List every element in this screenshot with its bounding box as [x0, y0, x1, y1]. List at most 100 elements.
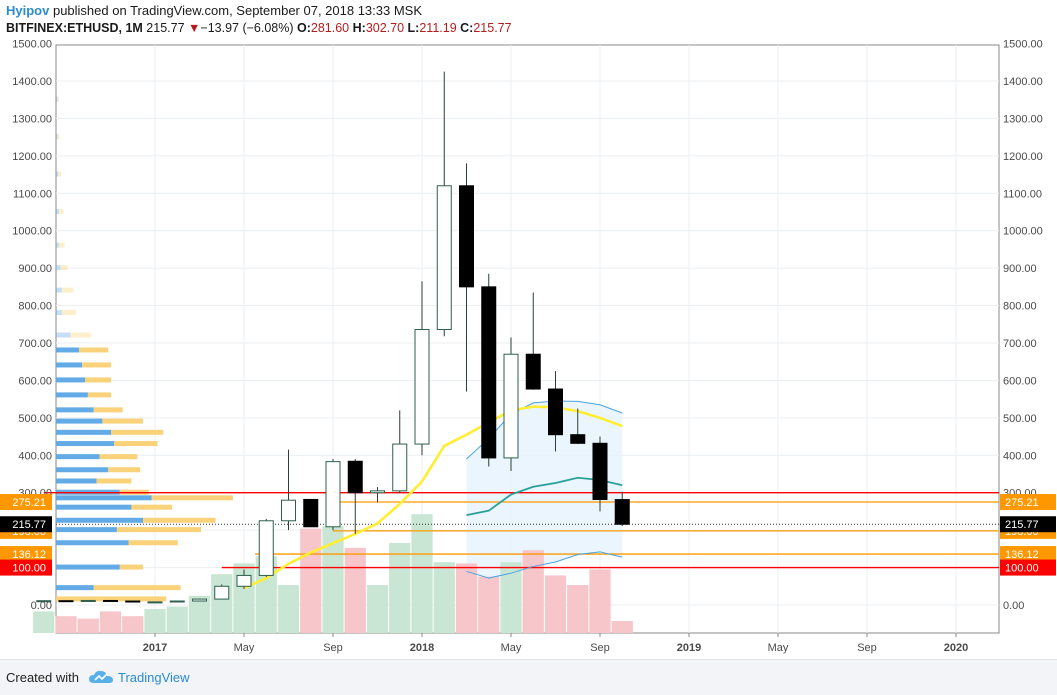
low-label: L: [407, 21, 420, 35]
candle-body [303, 498, 319, 528]
volume-profile-bar-buy [56, 265, 61, 271]
level-price-tag-left-bg [0, 559, 52, 576]
down-arrow-icon: ▼ [188, 21, 201, 35]
last-price-tag: 215.77 [1005, 519, 1039, 531]
symbol-name: BITFINEX:ETHUSD, 1M [6, 21, 143, 35]
volume-bar [77, 618, 99, 633]
candle-body [80, 599, 96, 602]
volume-profile-bar-sell [58, 208, 64, 214]
volume-profile-bar-sell [60, 265, 68, 271]
author-link[interactable]: Hyipov [6, 3, 50, 18]
candle-body [36, 600, 52, 603]
y-tick-label-right: 800.00 [1003, 301, 1037, 313]
candle-body [258, 520, 274, 576]
volume-profile-bar-sell [96, 478, 132, 484]
candle-body [192, 598, 207, 602]
volume-profile-bar-sell [57, 134, 60, 140]
volume-bar [411, 514, 433, 633]
volume-profile-bar-buy [56, 540, 129, 546]
volume-profile-bar-buy [56, 407, 94, 413]
volume-bar [277, 585, 300, 633]
level-price-tag-bg [1000, 559, 1056, 576]
candle-body [325, 461, 341, 528]
last-price-tag-bg [1000, 516, 1056, 533]
y-tick-label-right: 400.00 [1003, 450, 1037, 462]
volume-bar [188, 595, 211, 633]
volume-bar [300, 528, 322, 633]
volume-profile-bar-sell [119, 564, 143, 570]
volume-profile-bar-buy [56, 454, 100, 460]
volume-profile-bar-sell [58, 242, 65, 248]
y-tick-label-right: 600.00 [1003, 375, 1037, 387]
candle-body [347, 460, 363, 494]
volume-profile-bar-buy [56, 564, 120, 570]
volume-profile-bar-buy [56, 362, 83, 368]
publish-info: Hyipov published on TradingView.com, Sep… [6, 3, 422, 18]
low-value: 211.19 [419, 21, 457, 35]
volume-bar [166, 606, 188, 633]
y-tick-label-left: 1200.00 [12, 151, 52, 163]
y-tick-label-left: 700.00 [18, 338, 52, 350]
volume-profile-bar-buy [56, 171, 59, 177]
volume-bar [322, 526, 344, 633]
x-tick-label: 2020 [944, 642, 968, 654]
price-chart[interactable]: 0.000.00100.00100.00200.00200.00300.0030… [0, 0, 1057, 659]
y-tick-label-right: 1500.00 [1003, 39, 1043, 51]
level-price-tag-left: 275.21 [12, 497, 46, 509]
volume-profile-bar-sell [108, 467, 141, 473]
x-tick-label: 2019 [677, 642, 701, 654]
high-label: H: [352, 21, 366, 35]
last-price-tag-left-bg [0, 516, 52, 533]
volume-profile-bar-buy [56, 418, 103, 424]
volume-profile-bar-sell [57, 96, 59, 102]
x-tick-label: May [234, 642, 255, 654]
y-tick-label-left: 900.00 [18, 263, 52, 275]
y-tick-label-right: 500.00 [1003, 413, 1037, 425]
candle-body [525, 353, 541, 390]
candle-body [58, 600, 74, 603]
candle-body [392, 443, 408, 492]
volume-profile-bar-sell [151, 495, 233, 501]
volume-bar [144, 609, 166, 633]
volume-profile-bar-sell [99, 454, 138, 460]
candle-body [459, 185, 474, 288]
volume-bar [522, 550, 544, 633]
close-label: C: [460, 21, 474, 35]
x-tick-label: 2018 [410, 642, 434, 654]
volume-bar [567, 585, 589, 633]
level-price-tag-left: 136.12 [12, 549, 46, 561]
candle-body [592, 442, 608, 500]
candle-body [125, 600, 141, 603]
volume-profile-bar-sell [111, 429, 164, 435]
volume-bar [455, 563, 478, 633]
candle-body [214, 585, 230, 600]
band-lower-line [466, 551, 623, 579]
y-tick-label-left: 800.00 [18, 301, 52, 313]
volume-profile-bar-sell [85, 377, 112, 383]
volume-profile-bar-sell [87, 392, 112, 398]
volume-bar [500, 562, 522, 633]
volume-profile-bar-sell [79, 347, 109, 353]
volume-profile-bar-sell [56, 596, 167, 602]
y-tick-label-left: 1000.00 [12, 226, 52, 238]
open-label: O: [297, 21, 311, 35]
cloud-logo-icon [89, 670, 113, 683]
y-tick-label-left: 500.00 [18, 413, 52, 425]
volume-bar [366, 585, 389, 633]
volume-bar [389, 543, 411, 633]
volume-profile-bar-buy [56, 134, 58, 140]
x-tick-label: May [768, 642, 789, 654]
level-price-tag: 136.12 [1005, 549, 1039, 561]
level-price-tag-bg [1000, 493, 1056, 510]
volume-profile-bar-sell [93, 585, 181, 591]
y-tick-label-right: 700.00 [1003, 338, 1037, 350]
y-tick-label-right: 0.00 [1003, 600, 1024, 612]
volume-profile-bar-sell [70, 332, 91, 338]
volume-profile-bar-buy [56, 242, 59, 248]
level-price-tag-left-bg [0, 546, 52, 563]
volume-profile-bar-buy [56, 377, 85, 383]
last-price-tag-left: 215.77 [12, 519, 46, 531]
volume-profile-bar-sell [128, 540, 178, 546]
tradingview-brand-link[interactable]: TradingView [118, 670, 190, 685]
level-price-tag-left-bg [0, 493, 52, 510]
